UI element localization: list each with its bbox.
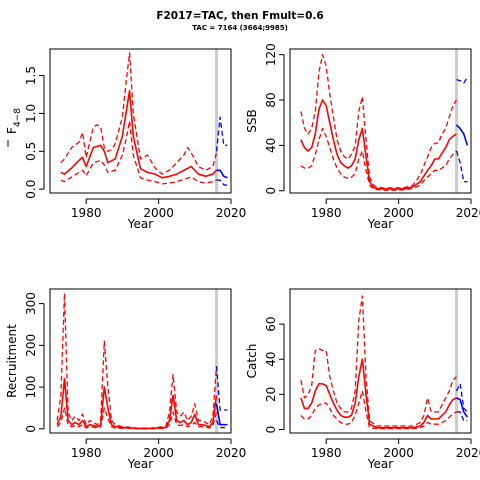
y-tick-label: 1.0 — [24, 104, 38, 123]
x-tick-label: 2020 — [456, 446, 480, 460]
panel-2: 1980 2000 2020 0 40 80 120 Year SSB — [245, 43, 480, 231]
x-tick-label: 2000 — [143, 206, 174, 220]
y-axis-label: Recruitment — [5, 324, 19, 398]
series-projection-lower — [216, 179, 228, 187]
x-axis-label: Year — [127, 457, 153, 471]
series-projection-estimate — [456, 397, 469, 418]
series-history-upper — [300, 295, 457, 427]
series-projection-upper — [456, 76, 468, 84]
panel-1: 1980 2000 2020 0.0 0.5 1.0 1.5 Year F4−8 — [5, 48, 247, 231]
series-projection-lower — [456, 411, 468, 422]
y-axis-label-subscript: 4−8 — [13, 108, 23, 127]
y-axis-label: SSB — [245, 109, 259, 132]
y-tick-label: 0.5 — [24, 142, 38, 161]
plot-frame — [289, 288, 472, 434]
y-tick-label: 300 — [24, 292, 38, 315]
series-history-upper — [60, 52, 218, 175]
plot-frame — [289, 48, 472, 194]
x-tick-label: 2000 — [383, 446, 414, 460]
panel-4: 1980 2000 2020 0 20 40 60 Year Catch — [245, 288, 480, 471]
series-history-lower — [300, 127, 457, 191]
y-tick-label: 1.5 — [24, 66, 38, 85]
plot-frame — [49, 48, 232, 194]
series-projection-lower — [215, 420, 228, 429]
series-projection-estimate — [215, 403, 228, 426]
series-history-lower — [60, 120, 217, 185]
series-projection-upper — [215, 116, 228, 152]
y-tick-label: 40 — [264, 138, 278, 153]
x-axis-label: Year — [367, 217, 393, 231]
x-axis-label: Year — [367, 457, 393, 471]
plot-frame — [49, 288, 232, 434]
y-tick-label: 200 — [24, 334, 38, 357]
x-tick-label: 1980 — [71, 206, 102, 220]
x-tick-label: 2020 — [456, 206, 480, 220]
x-tick-label: 2000 — [383, 206, 414, 220]
series-history-upper — [300, 54, 458, 189]
series-history-estimate — [56, 377, 218, 430]
y-tick-label: 80 — [264, 92, 278, 107]
x-tick-label: 1980 — [71, 446, 102, 460]
x-tick-label: 2000 — [143, 446, 174, 460]
y-tick-label: 0 — [264, 187, 278, 195]
x-tick-label: 2020 — [216, 206, 247, 220]
series-history-lower — [56, 407, 218, 430]
series-history-estimate — [60, 89, 218, 179]
series-history-estimate — [300, 358, 457, 429]
y-tick-label: 0 — [264, 426, 278, 434]
y-tick-label: 0 — [24, 425, 38, 433]
y-axis-label: Catch — [245, 344, 259, 379]
x-tick-label: 2020 — [216, 446, 247, 460]
series-projection-estimate — [216, 169, 228, 179]
series-history-estimate — [300, 99, 457, 190]
x-tick-label: 1980 — [311, 206, 342, 220]
y-axis-label: F4−8 — [5, 108, 23, 134]
y-tick-label: 120 — [264, 43, 278, 66]
y-tick-label: 0.0 — [24, 180, 38, 199]
panel-3: 1980 2000 2020 0 100 200 300 Year Recruitment — [5, 288, 247, 471]
y-tick-label: 100 — [24, 376, 38, 399]
figure-subtitle: TAC = 7164 (3664;9985) — [192, 24, 288, 32]
series-projection-lower — [455, 150, 468, 183]
series-projection-upper — [455, 383, 468, 413]
y-tick-label: 20 — [264, 387, 278, 402]
series-history-lower — [300, 390, 457, 430]
x-tick-label: 1980 — [311, 446, 342, 460]
figure-title: F2017=TAC, then Fmult=0.6 — [156, 10, 324, 22]
series-projection-estimate — [455, 124, 469, 146]
series-history-upper — [56, 292, 218, 429]
x-axis-label: Year — [127, 217, 153, 231]
y-tick-label: 40 — [264, 352, 278, 367]
series-projection-upper — [215, 366, 228, 411]
y-tick-label: 60 — [264, 316, 278, 331]
